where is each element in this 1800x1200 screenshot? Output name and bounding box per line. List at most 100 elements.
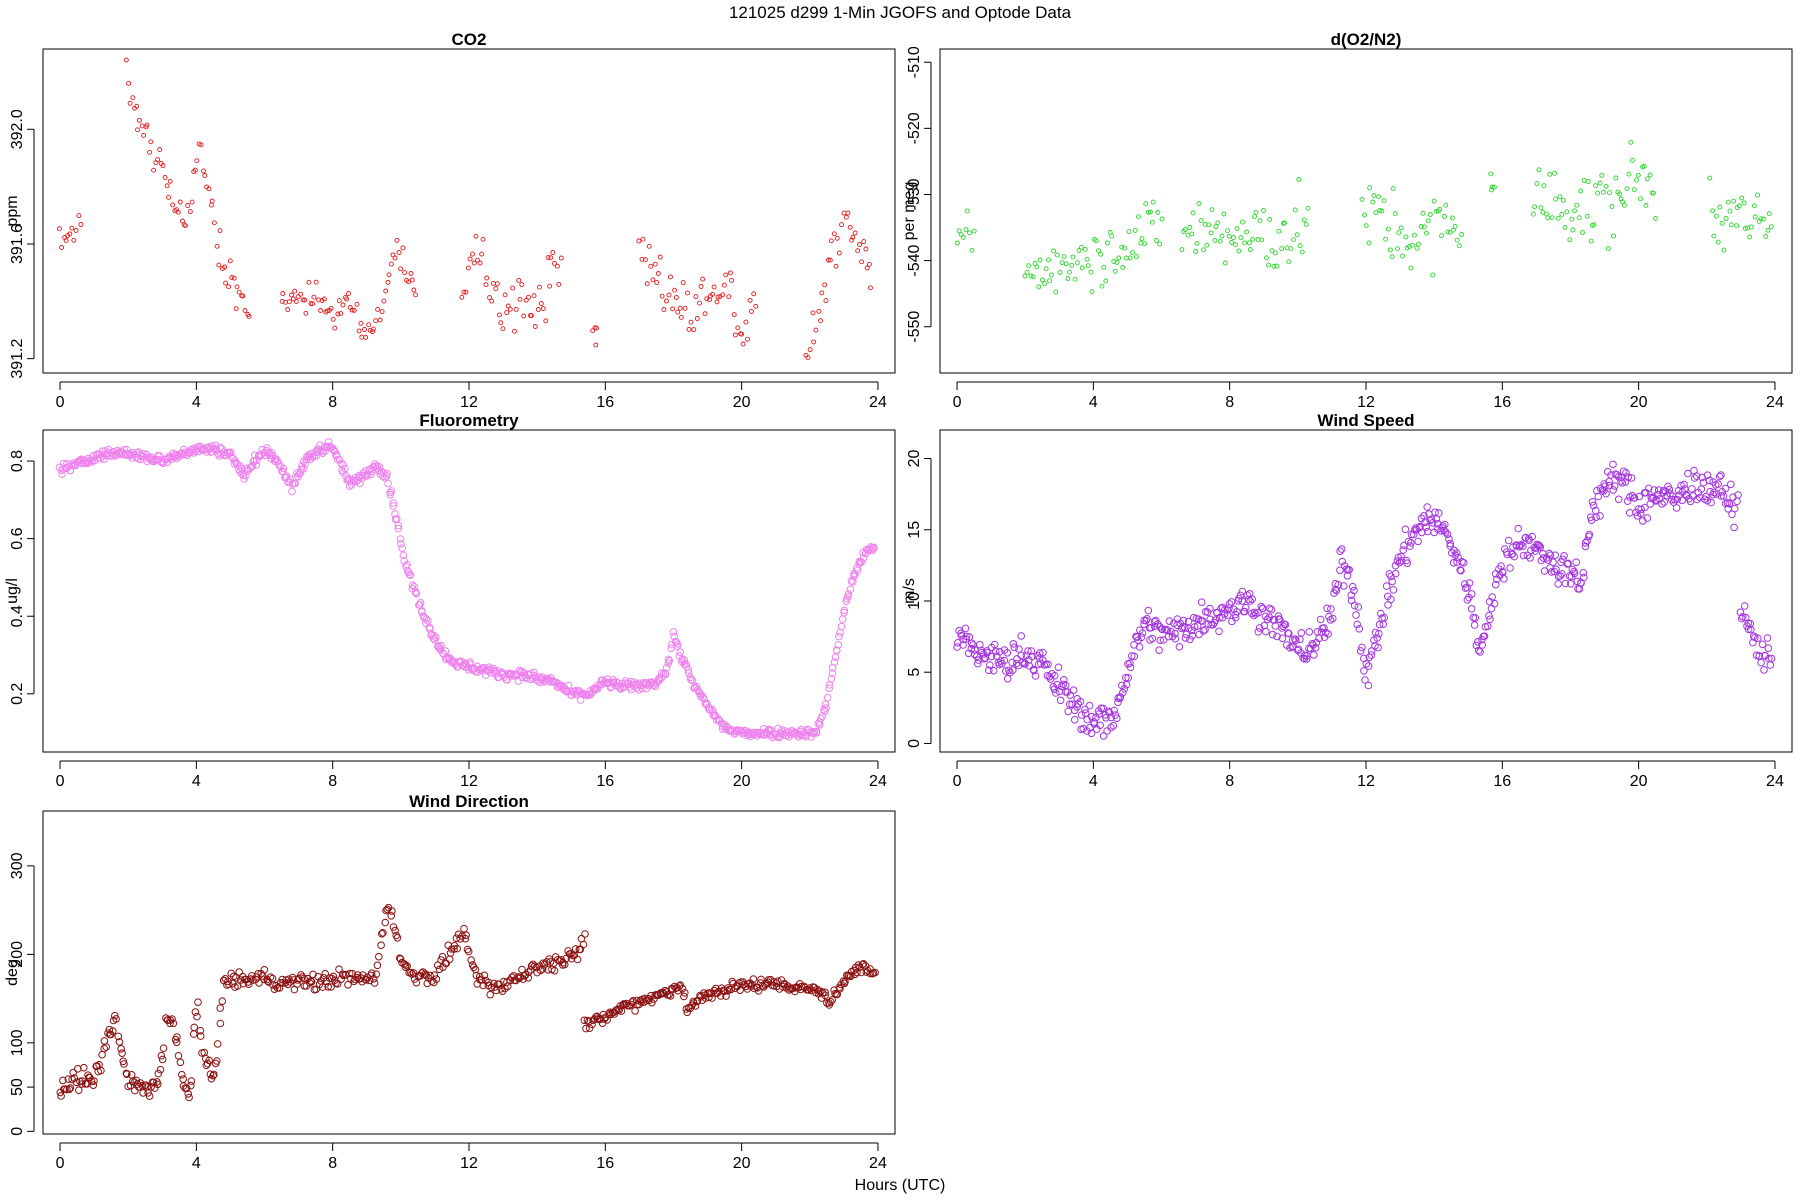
fluorometry-point xyxy=(362,472,371,480)
co2-point xyxy=(490,280,496,286)
co2-point xyxy=(655,271,661,276)
o2n2-point xyxy=(1076,248,1082,253)
co2-point xyxy=(370,329,375,335)
fluorometry-point xyxy=(669,628,678,636)
winddir-point xyxy=(335,965,343,974)
windspeed-point xyxy=(1715,472,1724,481)
winddir-point xyxy=(648,998,656,1007)
co2-point xyxy=(721,282,727,288)
co2-point xyxy=(523,297,529,303)
o2n2-point xyxy=(1564,209,1570,215)
o2n2-point xyxy=(1549,215,1555,221)
o2n2-point xyxy=(1488,171,1494,177)
winddir-point xyxy=(149,1078,158,1087)
co2-point xyxy=(226,284,232,290)
windspeed-point xyxy=(1303,652,1311,660)
windspeed-point xyxy=(1707,498,1715,507)
o2n2-point xyxy=(1299,249,1305,255)
windspeed-point xyxy=(1622,469,1630,477)
windspeed-point xyxy=(1407,539,1415,547)
winddir-point xyxy=(337,975,345,984)
co2-point xyxy=(208,202,214,208)
fluorometry-point xyxy=(96,454,104,463)
co2-point xyxy=(311,294,317,300)
o2n2-point xyxy=(1196,201,1202,206)
o2n2-point xyxy=(1430,272,1436,278)
windspeed-point xyxy=(1623,497,1632,506)
windspeed-point xyxy=(1153,620,1162,629)
co2-point xyxy=(206,186,212,192)
o2n2-point xyxy=(1292,207,1298,213)
winddir-point xyxy=(463,945,472,954)
windspeed-point xyxy=(1637,505,1645,514)
winddir-point xyxy=(187,1081,195,1090)
windspeed-point xyxy=(1215,627,1223,636)
fluorometry-point xyxy=(823,693,832,702)
winddir-point xyxy=(821,991,830,1000)
winddir-point xyxy=(579,940,588,949)
o2n2-point xyxy=(1652,215,1658,221)
winddir-point xyxy=(391,926,399,935)
windspeed-point xyxy=(1138,629,1147,637)
fluorometry-point xyxy=(546,678,555,686)
windspeed-point xyxy=(1399,546,1407,554)
windspeed-point xyxy=(1485,611,1493,620)
fluorometry-point xyxy=(437,641,445,650)
co2-point xyxy=(659,293,665,299)
co2-point xyxy=(340,302,346,308)
o2n2-point xyxy=(1489,187,1495,193)
winddir-point xyxy=(401,961,410,969)
o2n2-point xyxy=(1114,259,1120,265)
winddir-point xyxy=(381,918,390,927)
co2-point xyxy=(711,284,717,290)
windspeed-point xyxy=(1148,634,1157,643)
windspeed-point xyxy=(1171,629,1179,638)
o2n2-point xyxy=(1149,219,1155,225)
windspeed-point xyxy=(1077,711,1086,719)
windspeed-point xyxy=(1255,624,1264,632)
winddir-point xyxy=(467,956,476,964)
windspeed-point xyxy=(1113,714,1121,723)
o2n2-y-tick-label: -540 xyxy=(906,244,923,276)
o2n2-point xyxy=(1532,204,1538,210)
windspeed-point xyxy=(1665,485,1674,494)
windspeed-point xyxy=(1362,660,1371,668)
co2-point xyxy=(648,263,654,269)
winddir-point xyxy=(736,986,744,995)
co2-point xyxy=(67,231,73,237)
o2n2-point xyxy=(1377,208,1383,213)
winddir-point xyxy=(370,979,379,987)
o2n2-point xyxy=(1272,250,1278,256)
o2n2-point xyxy=(1641,163,1647,169)
windspeed-point xyxy=(1102,714,1110,722)
windspeed-point xyxy=(1760,666,1768,674)
co2-point xyxy=(157,147,163,152)
fluorometry-point xyxy=(398,544,407,553)
o2n2-x-tick-label: 16 xyxy=(1493,394,1511,411)
co2-point xyxy=(704,296,710,302)
windspeed-point xyxy=(1441,520,1449,529)
windspeed-point xyxy=(1581,542,1590,551)
o2n2-point xyxy=(1305,205,1311,211)
windspeed-point xyxy=(1039,648,1047,657)
o2n2-point xyxy=(1236,248,1242,254)
o2n2-point xyxy=(1395,246,1400,252)
o2n2-point xyxy=(1567,237,1573,243)
windspeed-point xyxy=(1122,673,1130,682)
winddir-point xyxy=(189,1030,198,1038)
co2-point xyxy=(805,355,811,361)
o2n2-point xyxy=(1093,238,1099,244)
o2n2-point xyxy=(1074,260,1080,266)
windspeed-point xyxy=(1152,616,1160,625)
windspeed-point xyxy=(1607,471,1615,479)
windspeed-point xyxy=(1727,480,1735,489)
fluorometry-point xyxy=(108,452,117,460)
windspeed-point xyxy=(1377,609,1385,618)
o2n2-point xyxy=(1130,250,1135,256)
windspeed-point xyxy=(1003,649,1012,657)
fluorometry-point xyxy=(345,482,354,491)
windspeed-point xyxy=(1225,604,1233,612)
windspeed-point xyxy=(1450,546,1458,555)
o2n2-point xyxy=(1363,223,1369,229)
windspeed-point xyxy=(1428,519,1437,527)
